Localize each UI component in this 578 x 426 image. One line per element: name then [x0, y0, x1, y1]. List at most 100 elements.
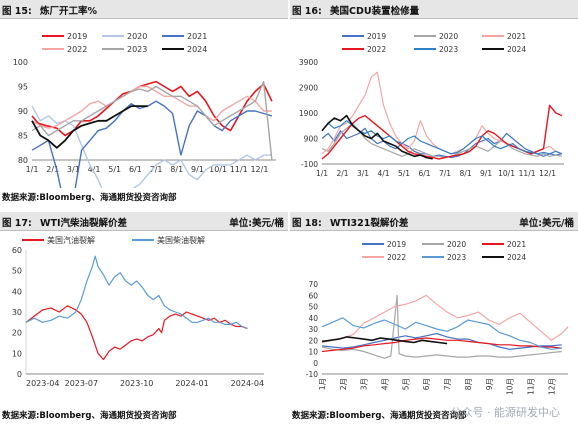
y-tick-label: 50	[12, 267, 22, 276]
panel-wti321-crack: 图 18: WTI321裂解价差 单位:美元/桶 -10 0 10 20 30 40 50 6…	[290, 212, 578, 426]
series-line-2021	[31, 100, 273, 188]
figure-title: WTI321裂解价差	[330, 218, 409, 229]
legend-label: 美国柴油裂解	[157, 235, 205, 245]
figure-number: 图 15:	[2, 6, 32, 17]
unit-label: 单位:美元/桶	[229, 218, 284, 229]
x-tick-label: 3月	[360, 378, 369, 390]
legend-label: 2024	[507, 45, 526, 54]
x-tick-label: 3/1	[67, 165, 80, 174]
series-line-2020	[321, 122, 563, 159]
x-tick-label: 6月	[422, 378, 431, 390]
x-tick-label: 7/1	[150, 165, 163, 174]
x-tick-label: 7/1	[439, 169, 451, 178]
source-note: 数据来源:Bloomberg、海通期货投资咨询部	[2, 411, 177, 421]
y-tick-label: 70	[308, 280, 318, 289]
chart-wti321-crack: -10 0 10 20 30 40 50 60 70 1月 2月 3月 4月 5月 6月 7月 8月 9月 10月 1…	[306, 240, 569, 395]
y-tick-label: 60	[308, 291, 318, 300]
x-tick-label: 9/1	[480, 169, 492, 178]
legend-label: 2022	[387, 253, 406, 262]
x-tick-label: 2023-04	[26, 379, 59, 388]
legend-label: 2024	[187, 45, 207, 54]
x-tick-label: 6/1	[129, 165, 142, 174]
y-tick-label: 10	[308, 348, 318, 357]
figure-title: 美国CDU装置检修量	[330, 6, 420, 17]
watermark: 公众号 · 能源研发中心	[450, 406, 561, 419]
legend-label: 2019	[387, 240, 406, 249]
y-tick-label: 2900	[299, 84, 318, 93]
x-tick-label: 5/1	[108, 165, 121, 174]
unit-label: 单位:美元/桶	[519, 218, 574, 229]
x-tick-label: 3/1	[357, 169, 369, 178]
y-tick-label: 900	[304, 135, 319, 144]
y-tick-label: 1900	[299, 109, 318, 118]
x-tick-label: 2023-10	[120, 379, 153, 388]
legend-label: 2023	[127, 45, 147, 54]
y-tick-label: 50	[308, 303, 318, 312]
series-line-2021	[321, 71, 563, 155]
figure-number: 图 17:	[2, 218, 32, 229]
x-tick-label: 11/1	[519, 169, 536, 178]
legend-label: 2022	[67, 45, 87, 54]
legend-label: 2021	[187, 32, 207, 41]
panel-refinery-utilization: 图 15: 炼厂开工率% 80 85 90 95 100 1/1 2/1 3/1 4/1 5/1 6…	[0, 0, 288, 212]
legend-label: 2020	[447, 240, 466, 249]
legend-label: 2021	[507, 32, 526, 41]
series-line-美国汽油裂解	[25, 305, 248, 361]
y-tick-label: 30	[308, 325, 318, 334]
y-tick-label: 85	[18, 132, 28, 141]
x-tick-label: 10/1	[209, 165, 227, 174]
panel-cdu-maintenance: 图 16: 美国CDU装置检修量 -100 900 1900 2900 3900 1/1 2…	[290, 0, 578, 212]
x-tick-label: 4/1	[88, 165, 101, 174]
y-tick-label: 20	[12, 329, 22, 338]
y-tick-label: 60	[12, 246, 22, 255]
source-note: 数据来源:Bloomberg、海通期货投资咨询部	[2, 193, 177, 203]
x-tick-label: 2月	[339, 378, 348, 390]
chart-wti-crack: 0 10 20 30 40 50 60 2023-04 2023-07 2023-10 2024-0…	[12, 235, 264, 388]
x-tick-label: 2024-04	[231, 379, 264, 388]
series-line-2024	[321, 336, 448, 345]
legend-label: 2019	[67, 32, 87, 41]
y-tick-label: 3900	[299, 58, 318, 67]
series-line-2019	[321, 127, 563, 159]
y-tick-label: 0	[313, 359, 318, 368]
x-tick-label: 2023-07	[65, 379, 98, 388]
x-tick-label: 12/1	[539, 169, 556, 178]
legend-label: 2024	[507, 253, 526, 262]
series-line-2022	[321, 104, 563, 160]
panel-header: 图 17: WTI汽柴油裂解价差 单位:美元/桶	[0, 212, 288, 231]
x-tick-label: 11月	[526, 378, 535, 395]
x-tick-label: 12月	[547, 378, 556, 395]
y-tick-label: 40	[12, 287, 22, 296]
y-tick-label: -100	[301, 160, 318, 169]
series-line-2019	[321, 332, 562, 350]
y-tick-label: 95	[18, 83, 28, 92]
y-tick-label: -10	[306, 370, 318, 379]
series-line-2024	[321, 114, 433, 160]
panel-header: 图 15: 炼厂开工率%	[0, 0, 288, 19]
series-line-2023	[321, 317, 562, 350]
legend-label: 2020	[439, 32, 458, 41]
legend-label: 2019	[367, 32, 386, 41]
series-line-2024	[31, 105, 148, 149]
x-tick-label: 8/1	[170, 165, 183, 174]
x-tick-label: 2024-01	[175, 379, 208, 388]
legend-label: 2022	[367, 45, 386, 54]
series-line-2022	[321, 294, 569, 344]
y-tick-label: 40	[308, 314, 318, 323]
y-tick-label: 20	[308, 336, 318, 345]
panel-header: 图 18: WTI321裂解价差 单位:美元/桶	[290, 212, 578, 231]
x-tick-label: 11/1	[230, 165, 248, 174]
x-tick-label: 8/1	[460, 169, 472, 178]
x-tick-label: 4/1	[377, 169, 389, 178]
x-tick-label: 5/1	[398, 169, 410, 178]
panel-wti-crack: 图 17: WTI汽柴油裂解价差 单位:美元/桶 0 10 20 30 40 50 60 20…	[0, 212, 288, 426]
x-tick-label: 12/1	[250, 165, 268, 174]
chart-cdu-maintenance: -100 900 1900 2900 3900 1/1 2/1 3/1 4/1 5/1 6/1 7/1…	[299, 32, 564, 178]
chart-refinery-utilization: 80 85 90 95 100 1/1 2/1 3/1 4/1 5/1 6/1 7/1 8/1 9/1 10…	[13, 32, 276, 188]
x-tick-label: 4月	[381, 378, 390, 390]
x-tick-label: 9/1	[191, 165, 204, 174]
series-line-2021	[321, 337, 562, 353]
y-tick-label: 80	[18, 156, 28, 165]
figure-title: WTI汽柴油裂解价差	[40, 218, 127, 229]
y-tick-label: 0	[17, 370, 22, 379]
